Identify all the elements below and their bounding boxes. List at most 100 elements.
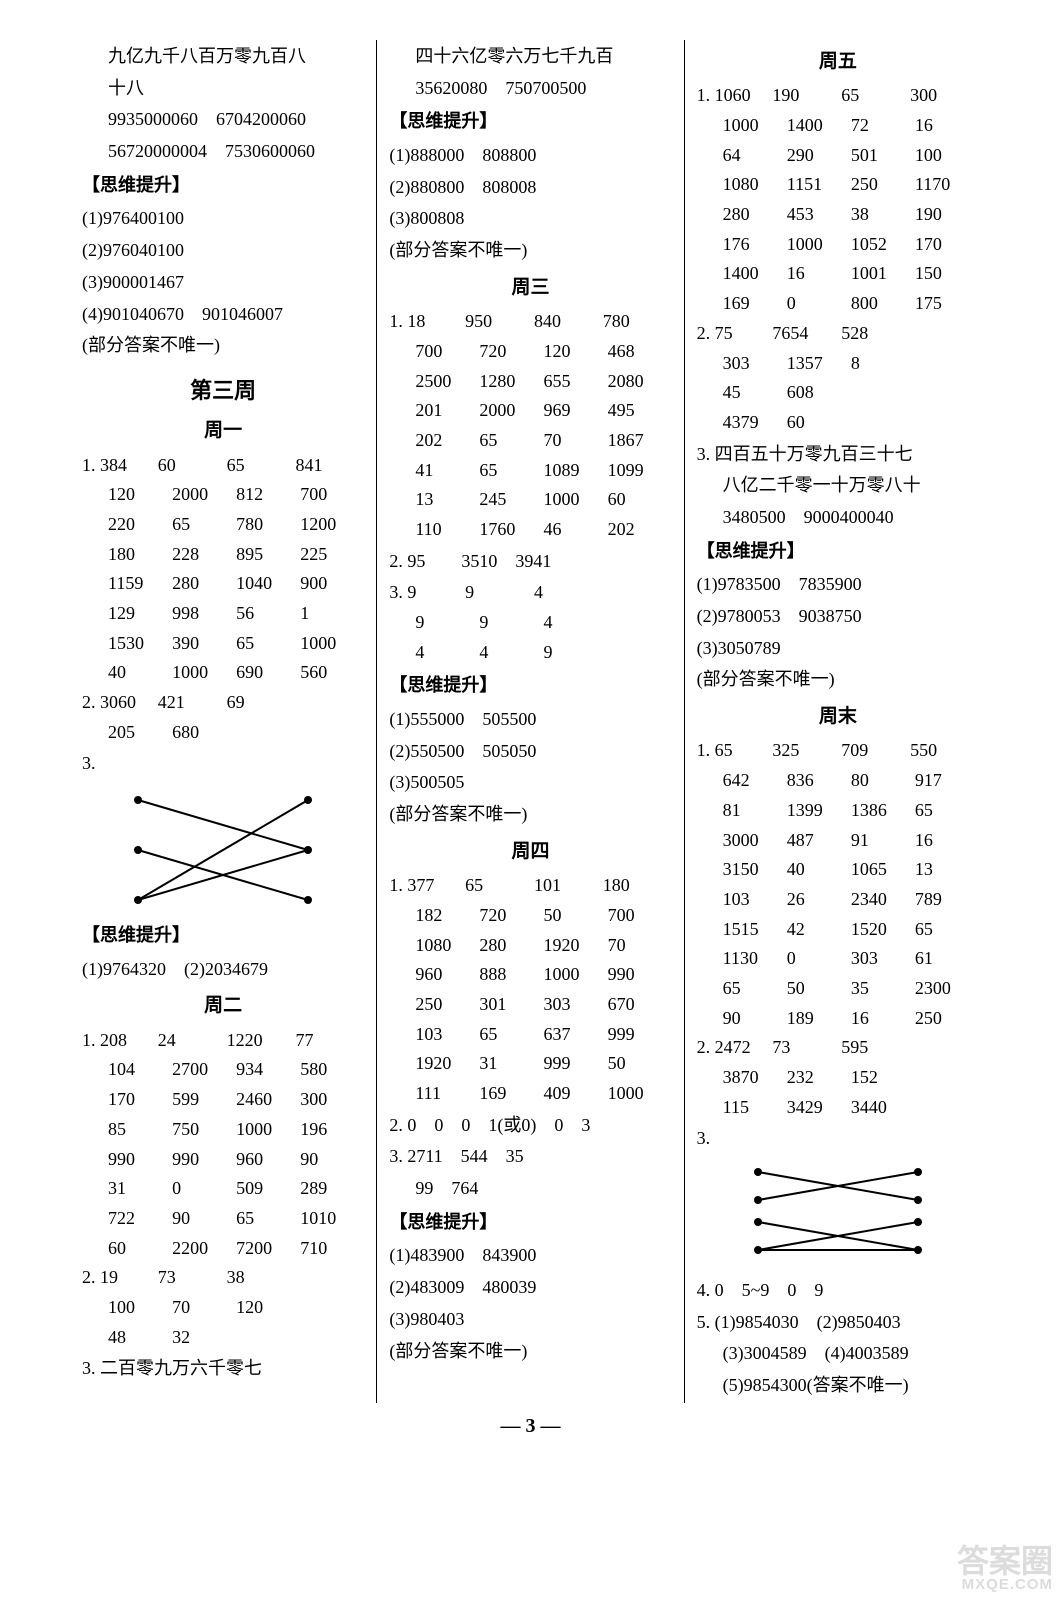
table-cell: 73 [772,1033,841,1063]
table-cell: 1400 [723,259,787,289]
table-cell: 1. 1060 [697,81,773,111]
table-cell: 1530 [108,629,172,659]
table-cell: 1760 [479,515,543,545]
table-cell: 750 [172,1115,236,1145]
table-cell: 969 [543,396,607,426]
day-title: 周四 [389,836,671,867]
table-cell: 65 [227,451,296,481]
table-cell: 4 [415,638,479,668]
table-cell: 1. 377 [389,871,465,901]
table-row: 64283680917 [697,766,979,796]
table-cell: 840 [534,307,603,337]
table-cell: 232 [787,1063,851,1093]
table-row: 1. 37765101180 [389,871,671,901]
table-row: 10070120 [82,1293,364,1323]
note: (部分答案不唯一) [697,665,979,695]
table-cell: 960 [236,1145,300,1175]
table-row: 9608881000990 [389,960,671,990]
table-cell: 1010 [300,1204,364,1234]
table-row: 9018916250 [697,1004,979,1034]
table-cell [851,408,915,438]
table-cell: 550 [910,736,979,766]
table-cell: 655 [543,367,607,397]
table-cell: 280 [479,931,543,961]
table-row: 250012806552080 [389,367,671,397]
table-cell: 50 [608,1049,672,1079]
table-cell: 453 [787,200,851,230]
table-cell: 77 [295,1026,364,1056]
table-cell: 1170 [915,170,979,200]
table-cell: 709 [841,736,910,766]
text: 2. 0 0 0 1(或0) 0 3 [389,1111,671,1141]
table-cell: 24 [158,1026,227,1056]
table-row: 100014007216 [697,111,979,141]
text: 3. 四百五十万零九百三十七 [697,440,979,470]
table-cell: 595 [841,1033,910,1063]
page-columns: 九亿九千八百万零九百八 十八 9935000060 6704200060 567… [70,40,991,1403]
text: (3)900001467 [82,268,364,298]
table-cell: 4 [543,608,607,638]
table-cell: 999 [608,1020,672,1050]
table-cell: 1515 [723,915,787,945]
table-1-2: 2. 306042169205680 [82,688,364,747]
table-cell: 1357 [787,349,851,379]
table-cell [915,349,979,379]
table-cell: 169 [479,1079,543,1109]
text: 八亿二千零一十万零八十 [697,471,979,501]
note: (部分答案不唯一) [389,800,671,830]
text: (3)3050789 [697,634,979,664]
table-cell: 196 [300,1115,364,1145]
watermark-sub: MXQE.COM [957,1577,1053,1592]
table-cell: 303 [851,944,915,974]
table-row: 3870232152 [697,1063,979,1093]
day-title: 周一 [82,415,364,446]
table-row: 10365637999 [389,1020,671,1050]
table-cell: 70 [172,1293,236,1323]
text: (1)888000 808800 [389,141,671,171]
table-cell [608,608,672,638]
table-row: 4832 [82,1323,364,1353]
table-cell: 710 [300,1234,364,1264]
table-row: 103262340789 [697,885,979,915]
table-cell: 50 [787,974,851,1004]
table-row: 129998561 [82,599,364,629]
table-cell: 700 [415,337,479,367]
table-cell: 90 [723,1004,787,1034]
column-1: 九亿九千八百万零九百八 十八 9935000060 6704200060 567… [70,40,377,1403]
text: 3. 二百零九万六千零七 [82,1354,364,1384]
table-cell: 1001 [851,259,915,289]
table-cell: 16 [851,1004,915,1034]
table-cell: 81 [723,796,787,826]
table-cell: 201 [415,396,479,426]
table-row: 250301303670 [389,990,671,1020]
table-row: 1690800175 [697,289,979,319]
table-cell [915,378,979,408]
table-cell: 13 [415,485,479,515]
text: (1)9783500 7835900 [697,570,979,600]
table-cell: 16 [915,111,979,141]
table-cell: 1920 [543,931,607,961]
table-3-2: 2. 7576545283031357845608437960 [697,319,979,438]
table-cell: 180 [108,540,172,570]
table-cell: 1. 18 [389,307,465,337]
table-cell: 40 [108,658,172,688]
table-cell: 1000 [236,1115,300,1145]
matching-diagram-2 [697,1160,979,1270]
table-row: 64290501100 [697,141,979,171]
note: (部分答案不唯一) [389,1337,671,1367]
table-cell: 501 [851,141,915,171]
table-row: 11534293440 [697,1093,979,1123]
table-row: 1202000812700 [82,480,364,510]
table-row: 1111694091000 [389,1079,671,1109]
table-cell: 65 [172,510,236,540]
text: (2)483009 480039 [389,1273,671,1303]
day-title: 周末 [697,701,979,732]
table-cell: 2460 [236,1085,300,1115]
table-row: 108011512501170 [697,170,979,200]
table-cell: 120 [108,480,172,510]
table-cell: 998 [172,599,236,629]
table-cell: 1200 [300,510,364,540]
table-cell [915,408,979,438]
table-cell: 3. 9 [389,578,465,608]
table-cell: 205 [108,718,172,748]
